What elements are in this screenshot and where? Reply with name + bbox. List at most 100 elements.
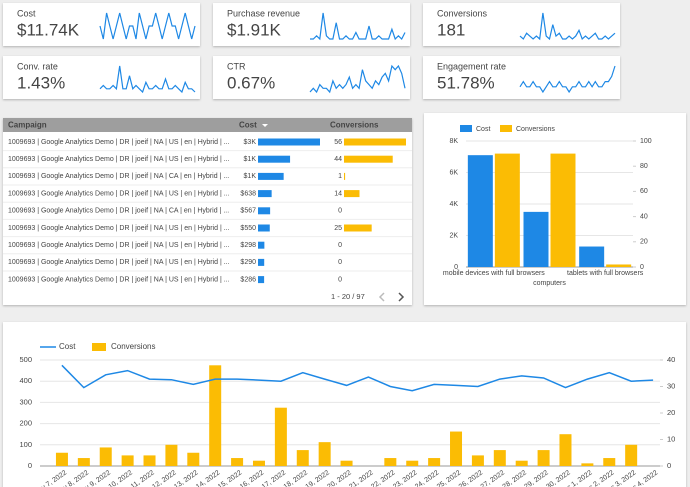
y-tick-label: 2K bbox=[449, 232, 458, 239]
cards bbox=[3, 113, 686, 487]
conversions-cell: 0 bbox=[338, 208, 342, 215]
scorecard bbox=[213, 56, 410, 99]
bar bbox=[296, 450, 309, 466]
y2-tick-label: 60 bbox=[640, 188, 648, 195]
y-tick-label: 0 bbox=[28, 461, 32, 470]
cost-bar bbox=[258, 172, 284, 180]
bar bbox=[165, 444, 178, 466]
scorecard-label: CTR bbox=[227, 61, 246, 71]
bar bbox=[384, 458, 397, 466]
y2-tick-label: 0 bbox=[640, 264, 644, 271]
bar bbox=[559, 434, 572, 466]
sparkline bbox=[309, 64, 406, 94]
conversions-cell: 14 bbox=[334, 190, 342, 197]
scorecard-label: Conv. rate bbox=[17, 61, 58, 71]
campaign-cell: 1009693 | Google Analytics Demo | DR | j… bbox=[8, 173, 229, 180]
scorecard-value: 51.78% bbox=[437, 73, 495, 92]
line bbox=[61, 364, 654, 392]
legend-swatch bbox=[500, 125, 512, 132]
column-header: Cost bbox=[239, 121, 257, 130]
scorecard bbox=[3, 56, 200, 99]
bar bbox=[428, 458, 441, 466]
scorecard bbox=[3, 3, 200, 46]
campaign-cell: 1009693 | Google Analytics Demo | DR | j… bbox=[8, 208, 229, 215]
scorecard-value: 1.43% bbox=[17, 73, 65, 92]
cost-bar bbox=[258, 241, 265, 249]
y2-tick-label: 0 bbox=[667, 461, 671, 470]
y2-tick-label: 40 bbox=[640, 213, 648, 220]
conversions-cell: 0 bbox=[338, 276, 342, 283]
y2-tick-label: 100 bbox=[640, 138, 652, 145]
bar bbox=[579, 246, 605, 267]
sparkline bbox=[99, 65, 196, 94]
scorecard-value: 181 bbox=[437, 20, 465, 39]
y-tick-label: 8K bbox=[449, 138, 458, 145]
bar bbox=[471, 455, 484, 466]
conversions-cell: 0 bbox=[338, 259, 342, 266]
legend-swatch bbox=[92, 343, 106, 351]
scorecard-label: Purchase revenue bbox=[227, 8, 300, 18]
y-tick-label: 400 bbox=[19, 376, 32, 385]
bar bbox=[625, 444, 638, 466]
conversions-bar bbox=[344, 155, 393, 163]
campaign-cell: 1009693 | Google Analytics Demo | DR | j… bbox=[8, 276, 230, 283]
cost-cell: $290 bbox=[240, 259, 256, 266]
bar bbox=[252, 460, 265, 466]
legend-label: Cost bbox=[476, 126, 490, 133]
y2-tick-label: 40 bbox=[667, 355, 675, 364]
legend-swatch bbox=[460, 125, 472, 132]
bar bbox=[523, 211, 549, 267]
conversions-bar bbox=[344, 172, 346, 180]
table-header bbox=[3, 118, 412, 132]
bar bbox=[537, 450, 550, 466]
cost-cell: $3K bbox=[244, 139, 257, 146]
bar bbox=[274, 407, 287, 466]
next-page[interactable] bbox=[398, 292, 405, 302]
cost-bar bbox=[258, 207, 271, 215]
cost-cell: $286 bbox=[240, 276, 256, 283]
scorecard-value: $1.91K bbox=[227, 20, 282, 39]
pagination: 1 - 20 / 97 bbox=[331, 292, 365, 301]
bar bbox=[606, 264, 632, 267]
bar bbox=[467, 155, 493, 267]
sparkline bbox=[519, 12, 616, 41]
bar bbox=[318, 442, 331, 466]
y-tick-label: 0 bbox=[454, 264, 458, 271]
sparkline bbox=[310, 12, 406, 41]
cost-cell: $567 bbox=[240, 208, 256, 215]
bar bbox=[450, 431, 463, 466]
campaign-cell: 1009693 | Google Analytics Demo | DR | j… bbox=[8, 225, 230, 232]
bar bbox=[231, 458, 244, 466]
column-header: Conversions bbox=[330, 121, 379, 130]
campaign-cell: 1009693 | Google Analytics Demo | DR | j… bbox=[8, 156, 230, 163]
cost-cell: $638 bbox=[240, 190, 256, 197]
bar bbox=[121, 455, 134, 466]
campaign-cell: 1009693 | Google Analytics Demo | DR | j… bbox=[8, 139, 230, 146]
y-tick-label: 300 bbox=[19, 397, 32, 406]
bar bbox=[99, 447, 112, 466]
bar bbox=[581, 463, 594, 466]
sort-icon[interactable] bbox=[262, 124, 268, 127]
x-tick-label: tablets with full browsers bbox=[567, 270, 644, 277]
y2-tick-label: 80 bbox=[640, 163, 648, 170]
campaign-cell: 1009693 | Google Analytics Demo | DR | j… bbox=[8, 190, 230, 197]
y2-tick-label: 20 bbox=[640, 239, 648, 246]
cost-cell: $550 bbox=[240, 225, 256, 232]
cost-bar bbox=[258, 276, 265, 284]
legend-label: Conversions bbox=[516, 126, 555, 133]
y2-tick-label: 10 bbox=[667, 434, 675, 443]
prev-page[interactable] bbox=[378, 292, 385, 302]
bar bbox=[187, 452, 200, 466]
y-tick-label: 100 bbox=[19, 440, 32, 449]
y-tick-label: 500 bbox=[19, 355, 32, 364]
scorecard-label: Cost bbox=[17, 8, 36, 18]
cost-bar bbox=[258, 155, 291, 163]
bar bbox=[406, 460, 419, 466]
cost-bar bbox=[258, 224, 270, 232]
bar bbox=[143, 455, 156, 466]
campaign-column: 1009693 | Google Analytics Demo | DR | j… bbox=[8, 139, 230, 284]
bar bbox=[340, 460, 353, 466]
scorecard-label: Engagement rate bbox=[437, 61, 506, 71]
conversions-cell: 44 bbox=[334, 156, 342, 163]
